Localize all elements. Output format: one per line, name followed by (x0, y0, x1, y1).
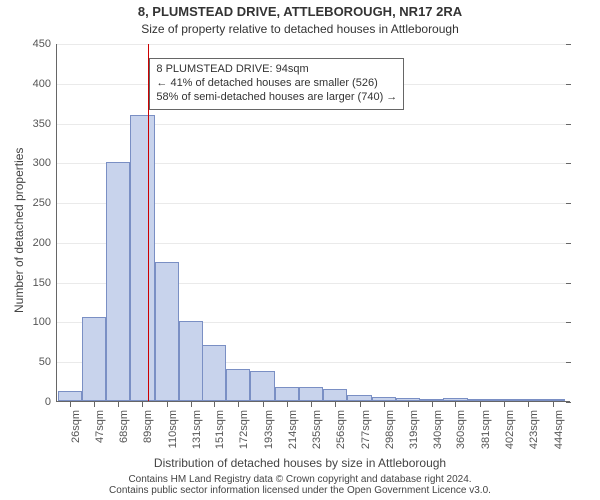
histogram-bar (106, 162, 130, 401)
y-tick-label: 400 (33, 78, 57, 90)
annotation-line: 58% of semi-detached houses are larger (… (156, 91, 397, 105)
caption-line: Contains HM Land Registry data © Crown c… (0, 474, 600, 485)
x-tick-label: 172sqm (238, 408, 250, 449)
y-tick-label: 200 (33, 237, 57, 249)
plot-area: 05010015020025030035040045026sqm47sqm68s… (56, 44, 570, 402)
x-tick-label: 26sqm (70, 408, 82, 443)
chart-title-line1: 8, PLUMSTEAD DRIVE, ATTLEBOROUGH, NR17 2… (0, 4, 600, 19)
histogram-bar (396, 398, 420, 401)
x-axis-label: Distribution of detached houses by size … (0, 456, 600, 470)
y-tick-label: 450 (33, 38, 57, 50)
caption-line: Contains public sector information licen… (0, 485, 600, 496)
x-tick-label: 340sqm (432, 408, 444, 449)
histogram-bar (179, 321, 203, 401)
y-axis-label: Number of detached properties (12, 148, 26, 313)
histogram-bar (250, 371, 274, 401)
x-tick-label: 131sqm (191, 408, 203, 449)
y-tick-label: 250 (33, 197, 57, 209)
x-tick-label: 235sqm (311, 408, 323, 449)
histogram-bar (155, 262, 179, 401)
y-tick-label: 0 (45, 396, 57, 408)
x-tick-label: 319sqm (408, 408, 420, 449)
x-tick-label: 151sqm (214, 408, 226, 449)
histogram-bar (492, 399, 516, 401)
x-tick-label: 89sqm (142, 408, 154, 443)
histogram-bar (347, 395, 371, 401)
y-tick-label: 100 (33, 316, 57, 328)
annotation-line: ← 41% of detached houses are smaller (52… (156, 77, 397, 91)
x-tick-label: 214sqm (287, 408, 299, 449)
x-tick-label: 444sqm (553, 408, 565, 449)
x-tick-label: 47sqm (94, 408, 106, 443)
y-tick-label: 350 (33, 118, 57, 130)
caption: Contains HM Land Registry data © Crown c… (0, 474, 600, 496)
x-tick-label: 68sqm (118, 408, 130, 443)
histogram-bar (323, 389, 347, 401)
x-tick-label: 360sqm (455, 408, 467, 449)
histogram-bar (372, 397, 396, 401)
histogram-bar (540, 399, 564, 401)
x-tick-label: 256sqm (335, 408, 347, 449)
histogram-bar (516, 399, 540, 401)
histogram-bar (420, 399, 444, 401)
y-tick-label: 150 (33, 277, 57, 289)
histogram-bar (82, 317, 106, 401)
x-tick-label: 110sqm (167, 408, 179, 448)
x-tick-label: 277sqm (360, 408, 372, 449)
x-tick-label: 423sqm (528, 408, 540, 449)
histogram-bar (58, 391, 82, 401)
chart-title-line2: Size of property relative to detached ho… (0, 22, 600, 36)
x-tick-label: 381sqm (480, 408, 492, 449)
histogram-bar (275, 387, 299, 401)
histogram-bar (299, 387, 323, 401)
histogram-bar (226, 369, 250, 401)
histogram-bar (202, 345, 226, 401)
x-tick-label: 298sqm (384, 408, 396, 449)
x-tick-label: 193sqm (263, 408, 275, 449)
histogram-bar (130, 115, 154, 401)
x-tick-label: 402sqm (504, 408, 516, 449)
histogram-bar (443, 398, 467, 401)
histogram-bar (468, 399, 492, 401)
y-tick-label: 300 (33, 157, 57, 169)
annotation-box: 8 PLUMSTEAD DRIVE: 94sqm← 41% of detache… (149, 58, 404, 109)
annotation-line: 8 PLUMSTEAD DRIVE: 94sqm (156, 63, 397, 77)
y-tick-label: 50 (39, 356, 57, 368)
